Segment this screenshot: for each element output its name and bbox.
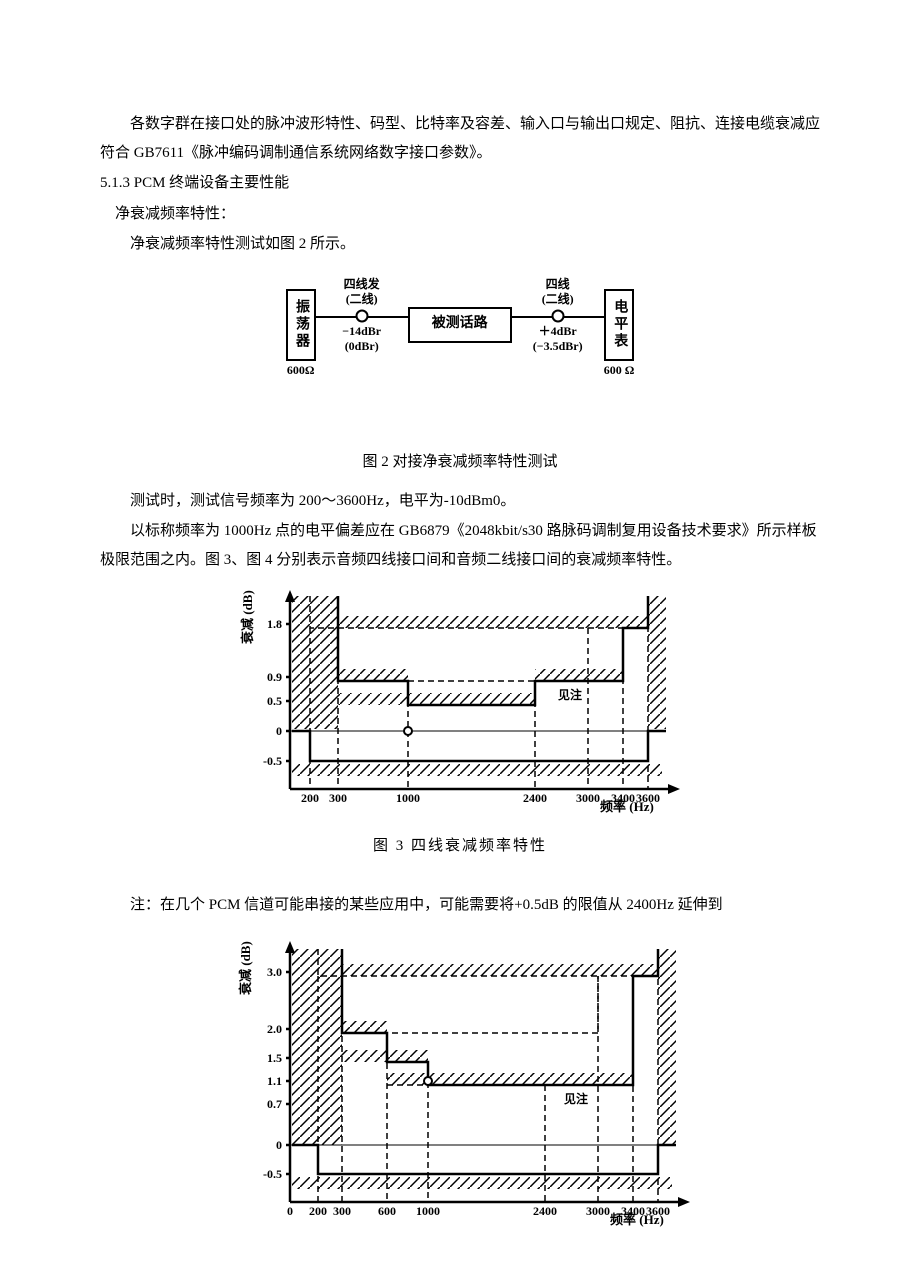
svg-text:2400: 2400: [523, 791, 547, 805]
figure-2-diagram: 振荡器 600Ω 四线发 (二线) −14dBr (0dBr) 被测话路 四线 …: [230, 277, 690, 379]
svg-text:1.5: 1.5: [267, 1051, 282, 1065]
conn2-label-b1: ＋4dBr: [539, 324, 577, 339]
conn1-label-top: 四线发: [344, 277, 380, 292]
paragraph-3: 净衰减频率特性测试如图 2 所示。: [100, 230, 820, 259]
svg-text:1.8: 1.8: [267, 617, 282, 631]
conn1-label-top2: (二线): [346, 292, 378, 307]
svg-text:3.0: 3.0: [267, 965, 282, 979]
figure-2-caption: 图 2 对接净衰减频率特性测试: [100, 448, 820, 477]
svg-text:200: 200: [301, 791, 319, 805]
paragraph-5: 以标称频率为 1000Hz 点的电平偏差应在 GB6879《2048kbit/s…: [100, 517, 820, 574]
chart4-note: 见注: [564, 1091, 588, 1106]
chart3-y-label: 衰减 (dB): [240, 590, 255, 645]
svg-text:3600: 3600: [636, 791, 660, 805]
conn1-label-b2: (0dBr): [345, 339, 379, 354]
figure-3-chart: 衰减 (dB) 频率 (Hz) 见注 1.80.: [220, 584, 700, 814]
svg-text:3000: 3000: [576, 791, 600, 805]
connector-2: 四线 (二线) ＋4dBr (−3.5dBr): [512, 277, 604, 354]
chart-3-svg: 衰减 (dB) 频率 (Hz) 见注 1.80.: [220, 584, 700, 814]
svg-text:-0.5: -0.5: [263, 754, 282, 768]
svg-text:300: 300: [333, 1204, 351, 1218]
svg-text:0: 0: [287, 1204, 293, 1218]
figure-4-chart: 衰减 (dB) 频率 (Hz): [220, 937, 700, 1227]
svg-text:3400: 3400: [621, 1204, 645, 1218]
chart3-note: 见注: [558, 687, 582, 702]
svg-text:0.5: 0.5: [267, 694, 282, 708]
svg-text:600: 600: [378, 1204, 396, 1218]
svg-text:3600: 3600: [646, 1204, 670, 1218]
note-1: 注：在几个 PCM 信道可能串接的某些应用中，可能需要将+0.5dB 的限值从 …: [100, 891, 820, 920]
paragraph-1: 各数字群在接口处的脉冲波形特性、码型、比特率及容差、输入口与输出口规定、阻抗、连…: [100, 110, 820, 167]
dut-block: 被测话路: [408, 307, 512, 343]
svg-text:300: 300: [329, 791, 347, 805]
heading-513: 5.1.3 PCM 终端设备主要性能: [100, 169, 820, 198]
conn1-label-b1: −14dBr: [342, 324, 381, 339]
oscillator-block: 振荡器: [286, 289, 316, 361]
left-impedance-label: 600Ω: [287, 363, 315, 379]
svg-text:1000: 1000: [396, 791, 420, 805]
chart-4-svg: 衰减 (dB) 频率 (Hz): [220, 937, 710, 1227]
right-impedance-label: 600 Ω: [604, 363, 635, 379]
svg-text:200: 200: [309, 1204, 327, 1218]
svg-text:1.1: 1.1: [267, 1074, 282, 1088]
svg-text:-0.5: -0.5: [263, 1167, 282, 1181]
svg-text:3400: 3400: [611, 791, 635, 805]
figure-3-caption: 图 3 四线衰减频率特性: [100, 832, 820, 861]
conn2-label-top: 四线: [546, 277, 570, 292]
conn2-label-b2: (−3.5dBr): [533, 339, 583, 354]
level-meter-block: 电平表: [604, 289, 634, 361]
svg-text:0: 0: [276, 724, 282, 738]
svg-text:2400: 2400: [533, 1204, 557, 1218]
chart4-y-label: 衰减 (dB): [238, 941, 253, 996]
paragraph-4: 测试时，测试信号频率为 200～3600Hz，电平为-10dBm0。: [100, 487, 820, 516]
connector-1: 四线发 (二线) −14dBr (0dBr): [316, 277, 408, 354]
svg-text:0.9: 0.9: [267, 670, 282, 684]
svg-text:0.7: 0.7: [267, 1097, 282, 1111]
paragraph-2: 净衰减频率特性：: [100, 200, 820, 229]
svg-text:2.0: 2.0: [267, 1022, 282, 1036]
svg-text:0: 0: [276, 1138, 282, 1152]
svg-text:3000: 3000: [586, 1204, 610, 1218]
svg-text:1000: 1000: [416, 1204, 440, 1218]
conn2-label-top2: (二线): [542, 292, 574, 307]
